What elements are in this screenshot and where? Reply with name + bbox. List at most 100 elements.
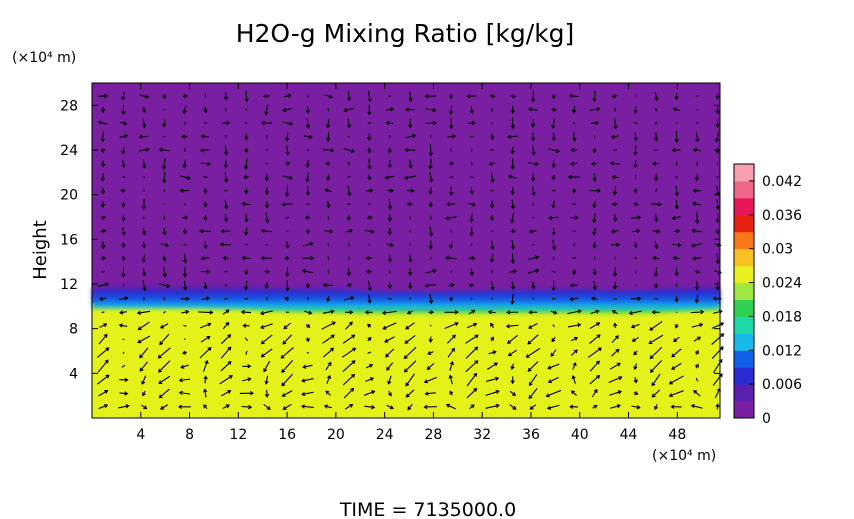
wind-vector [488, 350, 497, 355]
wind-vector [224, 199, 229, 210]
wind-vector [264, 173, 269, 182]
wind-vector [224, 172, 229, 183]
wind-vector [408, 118, 413, 129]
wind-vector [182, 253, 188, 264]
wind-vector [653, 282, 659, 289]
wind-vector [528, 229, 537, 234]
wind-vector [386, 242, 394, 248]
wind-vector [260, 256, 272, 261]
wind-vector [121, 92, 126, 101]
wind-vector [326, 174, 331, 181]
wind-vector [178, 378, 191, 383]
wind-vector [510, 363, 515, 370]
wind-vector [386, 362, 394, 371]
wind-vector [570, 390, 578, 396]
wind-vector [387, 227, 392, 236]
wind-vector [552, 239, 557, 251]
wind-vector [510, 293, 515, 305]
wind-vector [590, 120, 600, 126]
wind-vector [365, 256, 373, 261]
wind-vector [200, 335, 211, 343]
wind-vector [367, 294, 372, 304]
wind-vector [668, 375, 684, 385]
colorbar-tick-label: 0 [762, 411, 771, 427]
wind-vector [263, 360, 271, 373]
wind-vector [139, 361, 149, 372]
wind-vector [530, 90, 536, 103]
wind-vector [264, 200, 270, 209]
wind-vector [469, 187, 474, 195]
wind-vector [449, 93, 454, 100]
wind-vector [531, 281, 536, 290]
wind-vector [141, 404, 148, 410]
wind-vector [715, 199, 721, 211]
wind-vector [551, 94, 556, 100]
wind-vector [97, 120, 108, 125]
wind-vector [674, 92, 679, 101]
wind-vector [221, 390, 232, 397]
wind-vector [182, 215, 189, 220]
wind-vector [305, 106, 311, 114]
wind-vector [283, 322, 291, 330]
x-axis: 4 8 12 16 20 24 28 32 36 40 44 48 [136, 83, 686, 443]
wind-vector [343, 148, 356, 154]
wind-vector [100, 173, 106, 183]
wind-vector [490, 240, 495, 251]
wind-vector [244, 213, 249, 223]
wind-vector [284, 132, 290, 142]
wind-vector [325, 390, 331, 396]
wind-vector [590, 309, 600, 315]
wind-vector [528, 255, 540, 261]
wind-vector [567, 174, 580, 180]
x-tick-label: 4 [136, 427, 145, 443]
wind-vector [510, 199, 516, 210]
wind-vector [200, 161, 212, 167]
wind-vector [222, 321, 230, 330]
wind-vector [510, 281, 516, 290]
wind-vector [649, 346, 663, 360]
wind-vector [589, 106, 601, 112]
plot-area [91, 82, 725, 419]
wind-vector [304, 215, 310, 220]
wind-vector [444, 310, 459, 315]
wind-vector [182, 93, 188, 99]
wind-vector [633, 376, 638, 384]
wind-vector [98, 333, 108, 345]
wind-vector [347, 185, 352, 197]
wind-vector [429, 324, 432, 327]
wind-vector [449, 390, 454, 396]
wind-vector [486, 376, 500, 382]
wind-vector [285, 185, 290, 198]
wind-vector [302, 255, 315, 261]
wind-vector [444, 255, 457, 261]
x-tick-label: 44 [620, 427, 638, 443]
wind-vector [447, 347, 455, 358]
wind-vector [551, 132, 556, 142]
wind-vector [182, 350, 188, 355]
wind-vector [591, 388, 598, 398]
wind-vector [346, 215, 351, 222]
wind-vector [671, 348, 682, 358]
wind-vector [548, 215, 559, 221]
wind-vector [531, 145, 536, 156]
wind-vector [694, 173, 700, 182]
wind-vector [364, 229, 375, 234]
wind-vector [465, 346, 479, 359]
wind-vector [695, 350, 699, 355]
wind-vector [321, 321, 336, 330]
wind-vector [302, 241, 314, 247]
wind-vector [429, 172, 434, 183]
time-label: TIME = 7135000.0 [339, 499, 516, 519]
wind-vector [264, 187, 270, 196]
wind-vector [200, 256, 210, 261]
wind-vector [244, 90, 249, 103]
wind-vector [567, 309, 582, 315]
wind-vector [141, 159, 147, 169]
wind-vector [322, 334, 335, 344]
wind-vector [241, 201, 251, 207]
wind-vector [285, 216, 290, 219]
wind-vector [649, 360, 663, 373]
wind-vector [592, 147, 597, 154]
wind-vector [469, 268, 475, 277]
wind-vector [468, 256, 476, 261]
